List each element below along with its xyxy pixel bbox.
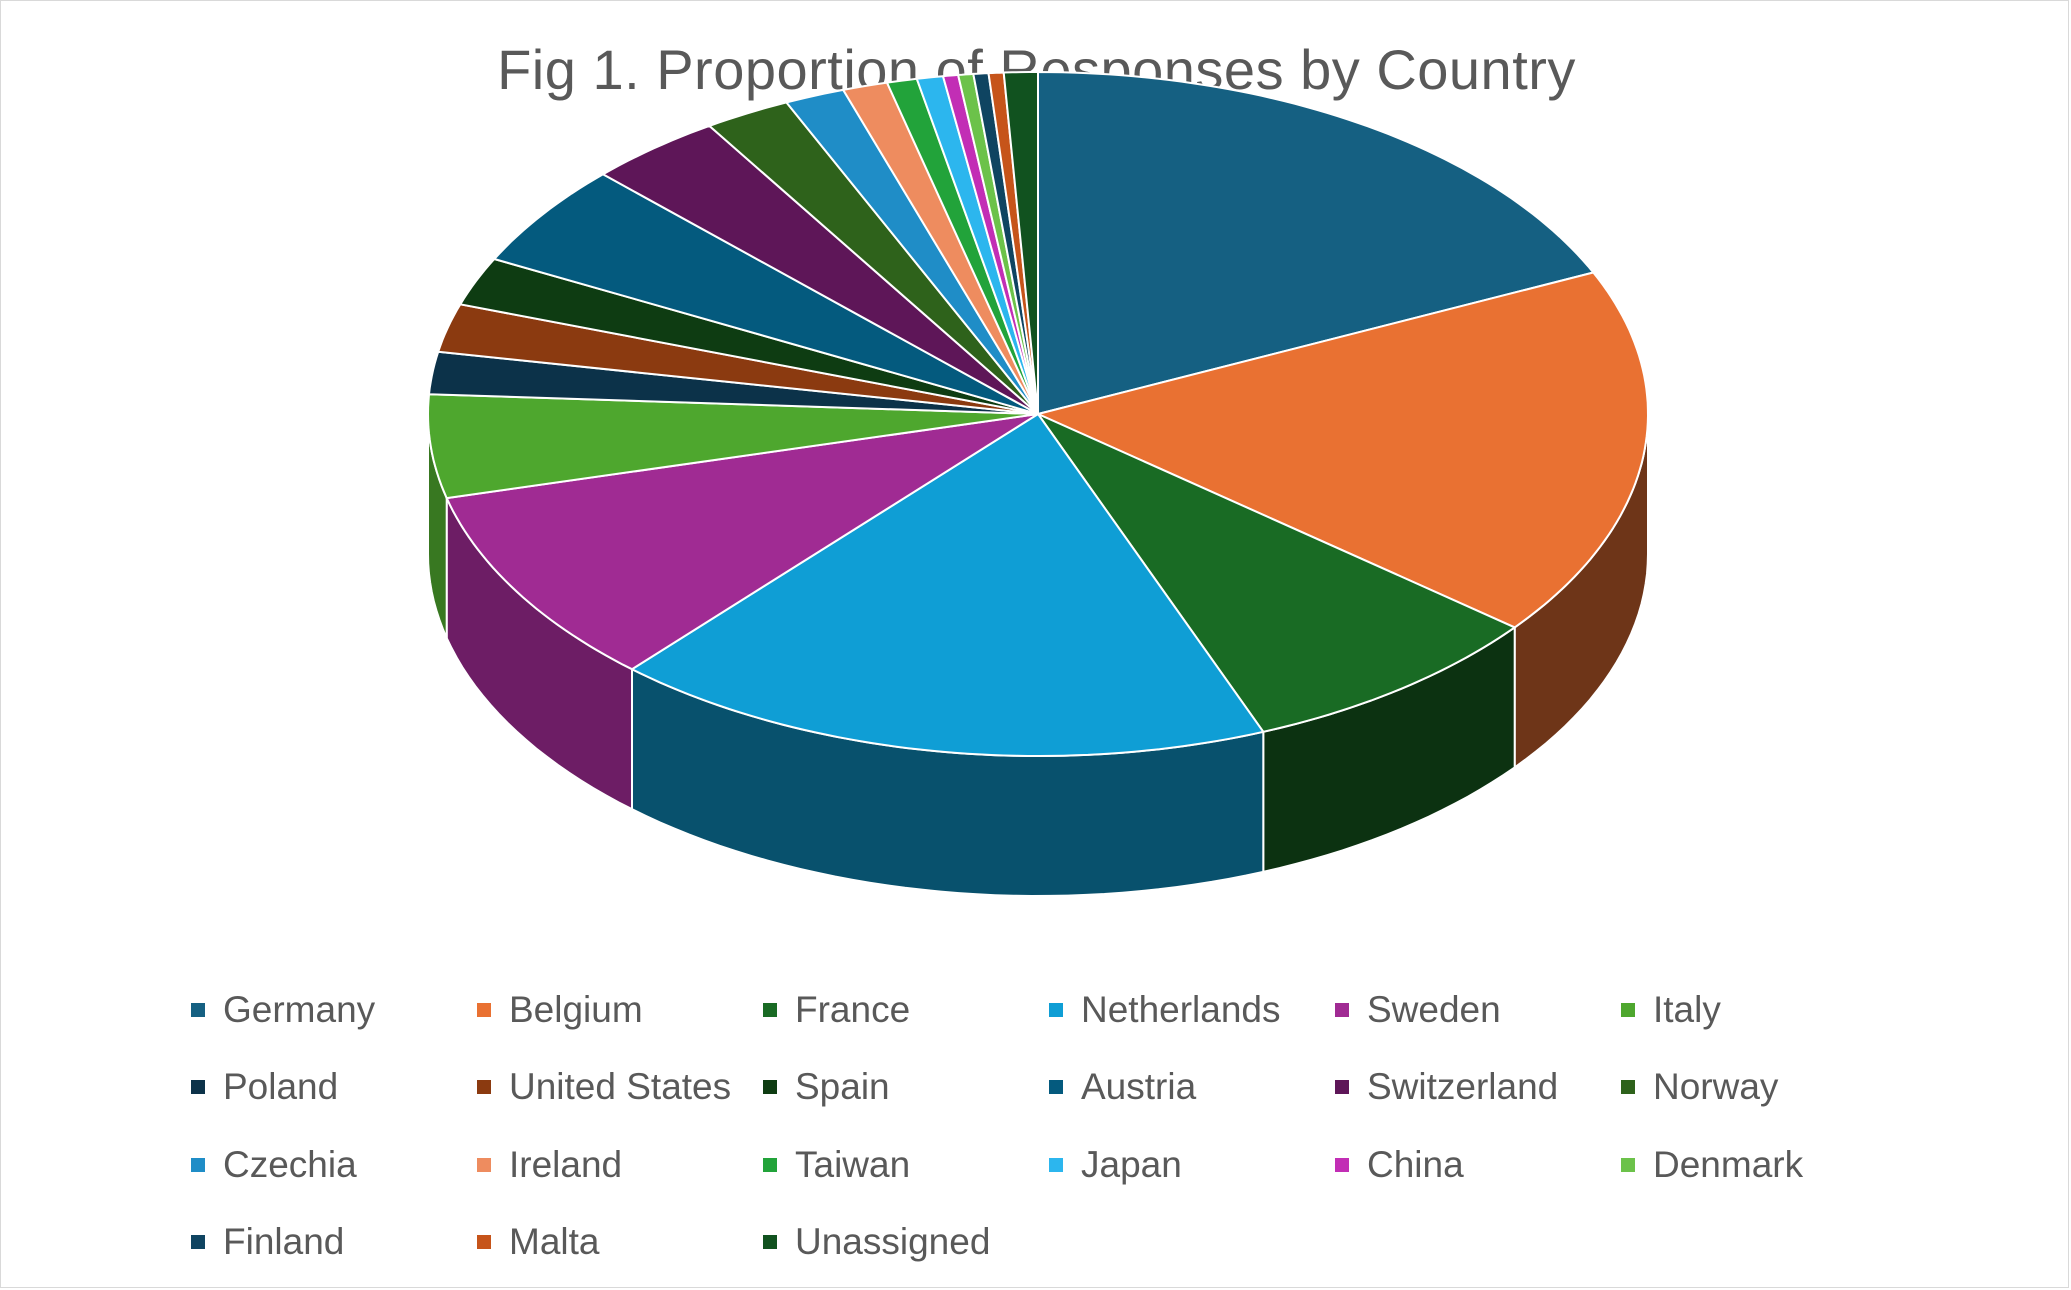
legend-item-france: France [763,971,1049,1049]
legend-swatch [1049,1157,1063,1172]
legend-item-austria: Austria [1049,1049,1335,1127]
pie-slice-germany [1037,71,1595,415]
legend-item-taiwan: Taiwan [763,1126,1049,1204]
legend-label: France [795,988,911,1030]
pie-slice-france [1037,413,1516,733]
legend-label: Austria [1081,1066,1197,1108]
legend-item-norway: Norway [1621,1049,1907,1127]
legend-label: Switzerland [1367,1066,1559,1108]
legend-swatch [191,1080,205,1095]
legend-swatch [1049,1080,1063,1095]
pie-slice-spain [459,258,1039,415]
legend-label: Czechia [223,1143,357,1185]
legend-label: Norway [1653,1066,1779,1108]
legend-swatch [477,1157,491,1172]
legend-item-netherlands: Netherlands [1049,971,1335,1049]
pie-slice-unassigned [1002,71,1039,415]
legend-swatch [477,1002,491,1017]
legend-label: United States [509,1066,732,1108]
legend-label: Spain [795,1066,890,1108]
legend-label: Sweden [1367,988,1501,1030]
pie-slice-italy [427,393,1039,500]
legend-label: Japan [1081,1143,1182,1185]
legend-swatch [191,1002,205,1017]
legend-item-china: China [1335,1126,1621,1204]
legend-item-belgium: Belgium [477,971,763,1049]
legend-item-sweden: Sweden [1335,971,1621,1049]
legend-label: Ireland [509,1143,623,1185]
pie-slice-belgium [1037,271,1649,629]
legend-swatch [763,1157,777,1172]
legend-label: Belgium [509,988,643,1030]
legend-swatch [1621,1002,1635,1017]
pie-chart [427,71,1649,898]
legend-swatch [1335,1002,1349,1017]
legend-item-unassigned: Unassigned [763,1204,1049,1282]
legend-item-japan: Japan [1049,1126,1335,1204]
legend-label: Denmark [1653,1143,1804,1185]
legend-item-poland: Poland [191,1049,477,1127]
legend-item-italy: Italy [1621,971,1907,1049]
legend-item-denmark: Denmark [1621,1126,1907,1204]
legend-item-united-states: United States [477,1049,763,1127]
legend-swatch [1049,1002,1063,1017]
pie-slice-czechia [785,88,1039,415]
legend-label: Netherlands [1081,988,1281,1030]
pie-slice-norway [708,101,1039,415]
legend-swatch [763,1080,777,1095]
legend-item-malta: Malta [477,1204,763,1282]
pie-slice-netherlands [631,413,1265,757]
legend-swatch [763,1002,777,1017]
legend-swatch [1335,1157,1349,1172]
chart-legend: Germany Belgium France Netherlands Sweden Ita… [191,971,1941,1281]
legend-label: Finland [223,1221,345,1263]
legend-label: Germany [223,988,376,1030]
legend-label: Unassigned [795,1221,991,1263]
legend-item-germany: Germany [191,971,477,1049]
legend-swatch [1335,1080,1349,1095]
legend-label: Poland [223,1066,339,1108]
pie-slice-austria [493,173,1039,415]
legend-swatch [191,1157,205,1172]
legend-label: Italy [1653,988,1721,1030]
legend-item-finland: Finland [191,1204,477,1282]
legend-swatch [1621,1080,1635,1095]
legend-swatch [191,1235,205,1250]
legend-item-czechia: Czechia [191,1126,477,1204]
legend-item-spain: Spain [763,1049,1049,1127]
pie-slice-united-states [437,303,1039,415]
legend-swatch [763,1235,777,1250]
pie-slice-switzerland [602,124,1039,415]
legend-label: China [1367,1143,1464,1185]
legend-swatch [1621,1157,1635,1172]
legend-swatch [477,1080,491,1095]
legend-swatch [477,1235,491,1250]
legend-item-switzerland: Switzerland [1335,1049,1621,1127]
legend-label: Taiwan [795,1143,911,1185]
legend-item-ireland: Ireland [477,1126,763,1204]
legend-label: Malta [509,1221,600,1263]
